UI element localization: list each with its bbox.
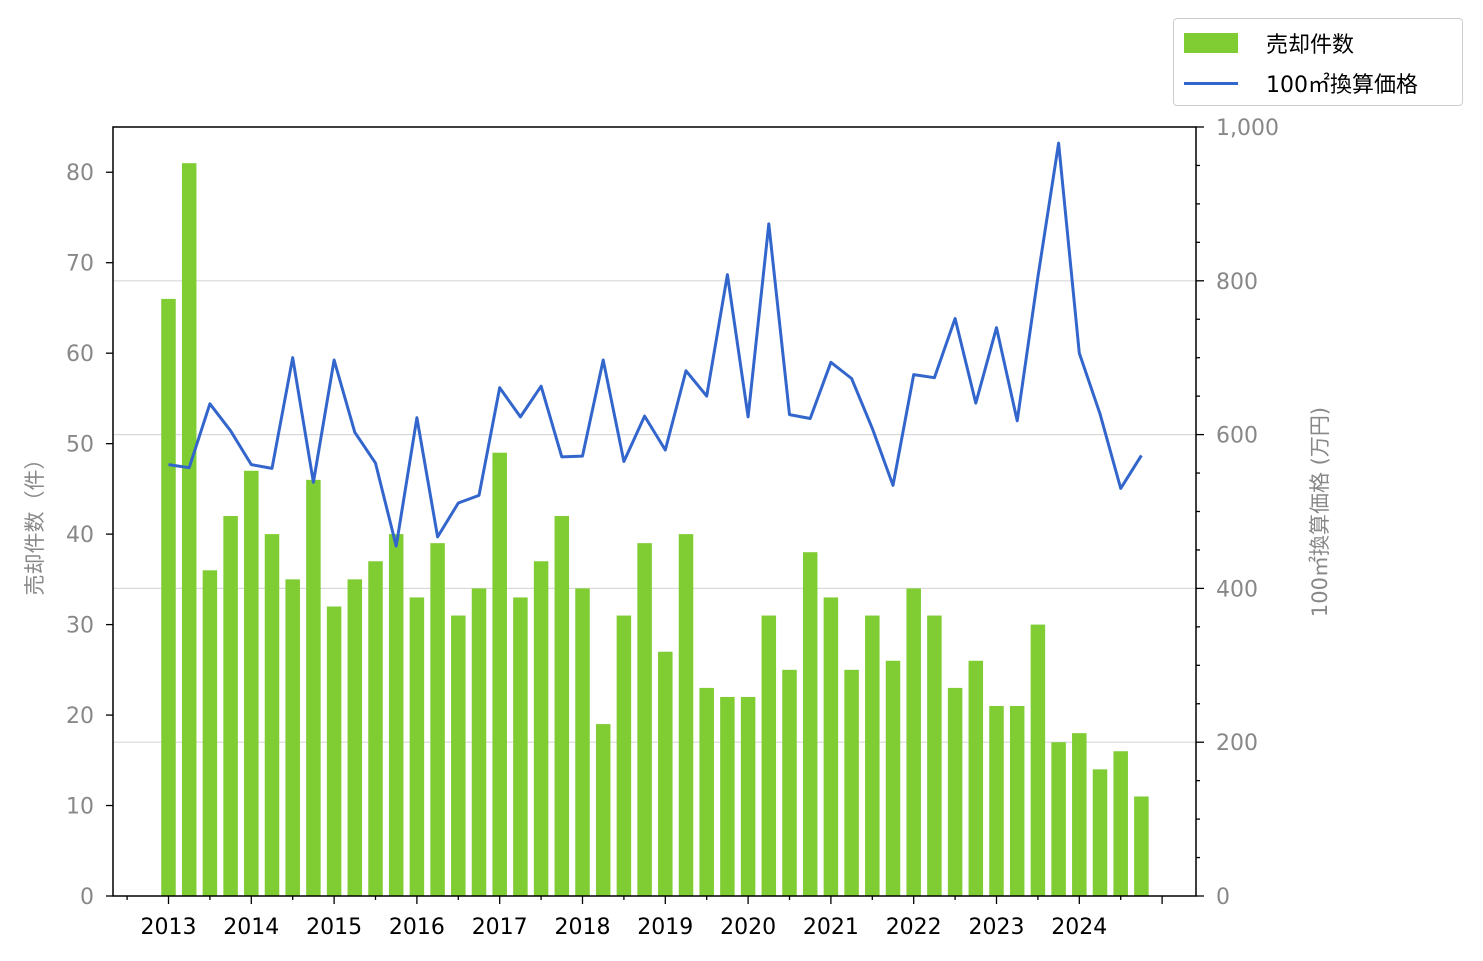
right-tick-label: 800 — [1216, 270, 1258, 295]
bar — [368, 561, 383, 896]
bar — [513, 597, 528, 896]
bar — [554, 516, 570, 896]
bar — [885, 660, 901, 896]
right-tick-label: 0 — [1216, 885, 1230, 910]
x-tick-label: 2019 — [637, 915, 693, 940]
x-tick-label: 2018 — [555, 915, 611, 940]
bar — [471, 588, 487, 896]
price-line — [168, 141, 1143, 548]
bar-series — [161, 163, 1149, 896]
legend-label-price: 100㎡換算価格 — [1266, 73, 1418, 98]
x-axis: 2013 2014 2015 2016 2017 2018 2019 2020 2021 2022… — [126, 896, 1163, 940]
x-tick-label: 2020 — [720, 915, 776, 940]
bar — [161, 298, 176, 896]
bar — [285, 579, 300, 896]
bar — [1051, 742, 1066, 896]
legend-item-bar: 売却件数 — [1184, 27, 1354, 59]
bar — [306, 479, 321, 896]
bar — [223, 516, 238, 896]
right-tick-label: 200 — [1216, 731, 1258, 756]
bar — [1092, 769, 1108, 896]
bar — [947, 687, 963, 896]
left-axis: 0 10 20 30 40 50 60 70 80 — [66, 161, 113, 910]
left-tick-label: 60 — [66, 342, 94, 367]
bar — [1009, 706, 1025, 896]
bar — [658, 651, 673, 896]
bar — [388, 534, 404, 896]
bar — [202, 570, 218, 896]
line-series — [168, 141, 1143, 548]
bar — [616, 615, 632, 896]
x-tick-label: 2014 — [223, 915, 279, 940]
bar — [430, 543, 445, 896]
right-axis-label: 100㎡換算価格 (万円) — [1308, 407, 1332, 617]
left-tick-label: 40 — [66, 523, 94, 548]
left-tick-label: 20 — [66, 704, 94, 729]
left-axis-label: 売却件数（件） — [23, 449, 47, 596]
bar — [575, 588, 590, 896]
bar — [720, 696, 735, 896]
bar — [451, 615, 466, 896]
bar — [968, 660, 984, 896]
bar — [906, 588, 921, 896]
x-tick-label: 2023 — [969, 915, 1025, 940]
bar — [595, 724, 611, 896]
right-tick-label: 1,000 — [1216, 116, 1279, 141]
bar — [244, 470, 259, 896]
right-tick-label: 600 — [1216, 424, 1258, 449]
legend-label-count: 売却件数 — [1266, 33, 1355, 58]
left-tick-label: 50 — [66, 433, 94, 458]
bar — [492, 452, 507, 896]
bar — [1134, 796, 1149, 896]
bar — [409, 597, 425, 896]
right-axis: 0 200 400 600 800 1,000 — [1196, 116, 1279, 910]
legend-bar-swatch — [1184, 33, 1238, 53]
bar — [802, 552, 818, 896]
left-tick-label: 80 — [66, 161, 94, 186]
bar — [782, 669, 797, 896]
bar — [865, 615, 880, 896]
left-tick-label: 0 — [80, 885, 94, 910]
bar — [533, 561, 549, 896]
bar — [844, 669, 859, 896]
x-tick-label: 2017 — [472, 915, 528, 940]
bar — [678, 534, 694, 896]
bar — [927, 615, 942, 896]
bar — [326, 606, 342, 896]
bar — [761, 615, 777, 896]
x-tick-label: 2016 — [389, 915, 445, 940]
legend-item-line: 100㎡換算価格 — [1184, 67, 1418, 99]
bar — [699, 687, 714, 896]
left-tick-label: 10 — [66, 795, 94, 820]
legend: 売却件数 100㎡換算価格 — [1173, 18, 1463, 106]
x-tick-label: 2022 — [886, 915, 942, 940]
bar — [823, 597, 839, 896]
left-tick-label: 70 — [66, 252, 94, 277]
bar — [740, 696, 756, 896]
bar — [1072, 733, 1087, 896]
x-tick-label: 2015 — [306, 915, 362, 940]
bar — [347, 579, 363, 896]
x-tick-label: 2021 — [803, 915, 859, 940]
bar — [181, 163, 197, 896]
left-tick-label: 30 — [66, 614, 94, 639]
bar — [1113, 751, 1128, 896]
bar — [637, 543, 652, 896]
legend-line-swatch — [1184, 81, 1238, 85]
x-tick-label: 2013 — [141, 915, 197, 940]
bar — [1030, 624, 1046, 896]
x-tick-label: 2024 — [1051, 915, 1107, 940]
bar — [989, 706, 1004, 896]
bar — [264, 534, 280, 896]
right-tick-label: 400 — [1216, 577, 1258, 602]
